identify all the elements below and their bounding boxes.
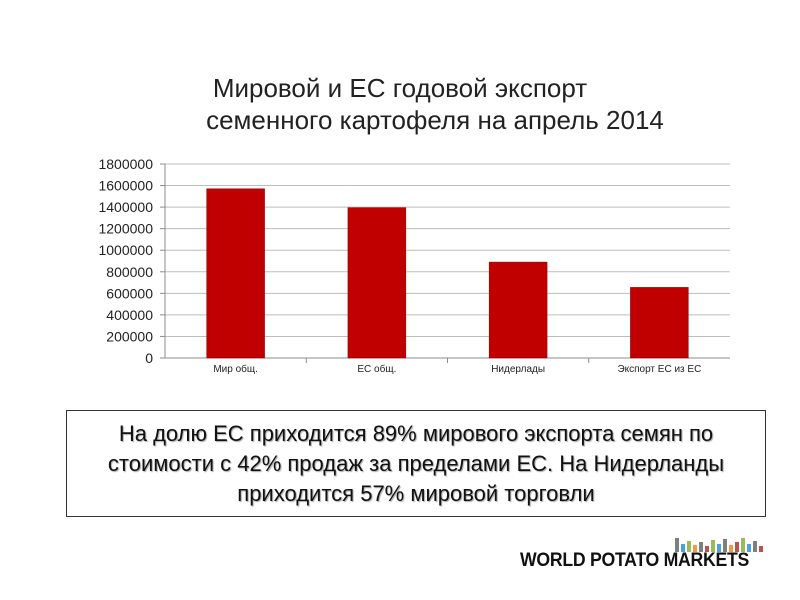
x-tick-label: Экспорт ЕС из ЕС — [617, 364, 701, 375]
info-note: На долю ЕС приходится 89% мирового экспо… — [66, 410, 766, 517]
bar — [488, 261, 548, 359]
logo-bars-icon — [675, 538, 763, 552]
chart-title-line2: семенного картофеля на апрель 2014 — [206, 105, 664, 135]
y-tick-label: 400000 — [106, 307, 153, 323]
y-tick-label: 1400000 — [98, 199, 153, 215]
chart-title-line1: Мировой и ЕС годовой экспорт — [212, 73, 588, 103]
bar-chart: 0 200000 400000 600000 800000 1000000 1200000 1… — [98, 156, 730, 375]
y-tick-label: 1000000 — [98, 242, 153, 258]
logo-text: WORLD POTATO MARKETS — [520, 550, 750, 571]
y-tick-label: 1600000 — [98, 178, 153, 194]
y-tick-label: 800000 — [106, 264, 153, 280]
x-tick-label: ЕС общ. — [357, 363, 396, 375]
y-tick-label: 200000 — [106, 328, 153, 344]
info-note-line3: приходится 57% мировой торговли — [237, 480, 595, 506]
world-potato-markets-logo: WORLD POTATO MARKETS — [520, 536, 765, 576]
chart-title: Мировой и ЕС годовой экспорт семенного к… — [150, 72, 710, 136]
bar — [347, 207, 407, 359]
x-tick-label: Нидерлады — [491, 364, 545, 375]
bar — [630, 287, 689, 359]
info-note-line1: На долю ЕС приходится 89% мирового экспо… — [118, 420, 714, 446]
y-tick-label: 600000 — [106, 285, 153, 301]
x-tick-label: Мир общ. — [213, 363, 258, 375]
y-tick-label: 1800000 — [98, 156, 153, 172]
info-note-line2: стоимости с 42% продаж за пределами ЕС. … — [107, 450, 725, 476]
y-tick-label: 0 — [145, 350, 153, 366]
bar — [206, 188, 265, 359]
y-tick-label: 1200000 — [98, 221, 153, 237]
